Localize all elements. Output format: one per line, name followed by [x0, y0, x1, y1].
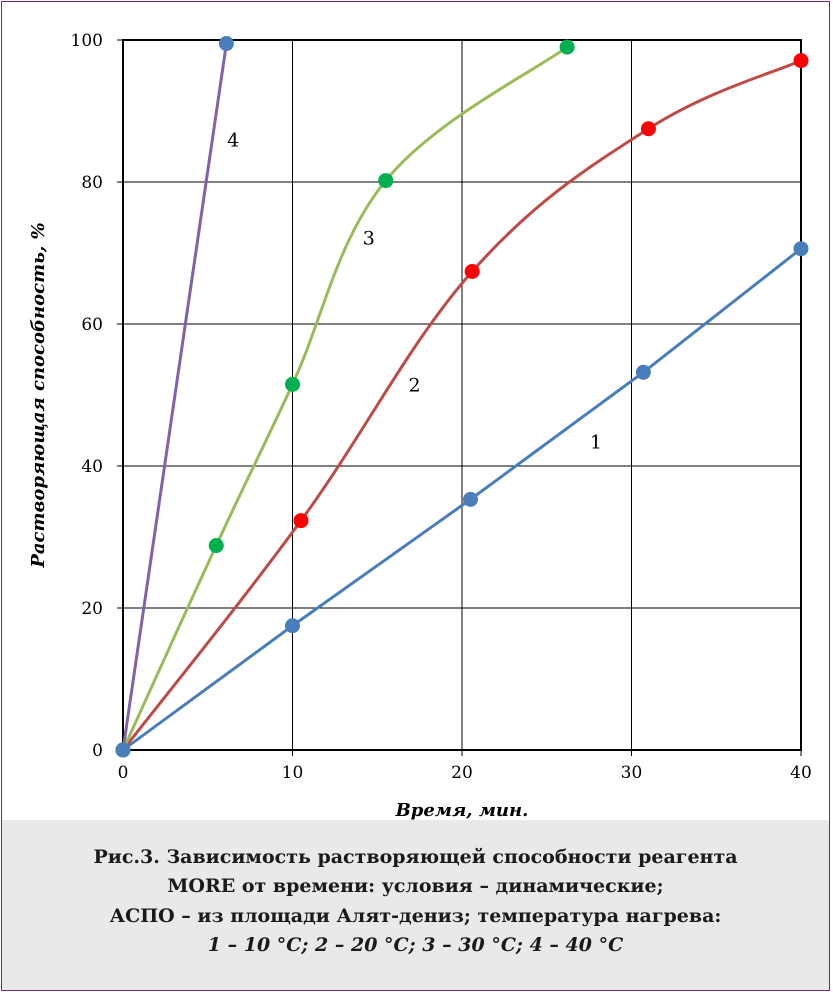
data-point — [641, 121, 656, 136]
axis-ticks: 0 10 20 30 40 0 20 40 60 80 100 — [71, 31, 812, 783]
caption-line-1: Рис.3. Зависимость растворяющей способно… — [2, 846, 829, 868]
data-point — [463, 492, 478, 507]
line-chart: 0 10 20 30 40 0 20 40 60 80 100 1 2 3 4 Время, мин. Р… — [0, 0, 833, 820]
data-point — [116, 743, 131, 758]
x-tick-label: 20 — [451, 763, 473, 783]
y-tick-label: 0 — [92, 741, 103, 761]
x-tick-label: 40 — [790, 763, 812, 783]
caption-line-3: АСПО – из площади Алят-дениз; температур… — [2, 905, 829, 927]
data-point — [209, 538, 224, 553]
data-point — [465, 264, 480, 279]
data-point — [378, 173, 393, 188]
y-axis-label: Растворяющая способность, % — [28, 222, 49, 568]
data-point — [560, 40, 575, 55]
data-point — [794, 53, 809, 68]
y-tick-label: 100 — [71, 31, 103, 51]
x-tick-label: 10 — [282, 763, 304, 783]
data-point — [285, 618, 300, 633]
series-label-3: 3 — [363, 227, 375, 249]
series-label-1: 1 — [590, 431, 602, 453]
data-point — [293, 513, 308, 528]
y-tick-label: 20 — [81, 599, 103, 619]
data-point — [794, 241, 809, 256]
caption-line-4: 1 – 10 °C; 2 – 20 °C; 3 – 30 °C; 4 – 40 … — [2, 934, 829, 956]
data-point — [285, 377, 300, 392]
series-label-2: 2 — [408, 374, 420, 396]
figure-caption: Рис.3. Зависимость растворяющей способно… — [2, 820, 829, 990]
caption-line-2: MORE от времени: условия – динамические; — [2, 875, 829, 897]
x-axis-label: Время, мин. — [395, 800, 529, 820]
series-label-4: 4 — [227, 130, 239, 152]
series-line-4 — [123, 44, 226, 750]
y-tick-label: 60 — [81, 315, 103, 335]
x-tick-label: 0 — [118, 763, 129, 783]
y-tick-label: 40 — [81, 457, 103, 477]
y-tick-label: 80 — [81, 173, 103, 193]
data-point — [219, 36, 234, 51]
grid — [123, 40, 801, 750]
x-tick-label: 30 — [621, 763, 643, 783]
series-line-3 — [123, 47, 567, 750]
data-point — [636, 365, 651, 380]
